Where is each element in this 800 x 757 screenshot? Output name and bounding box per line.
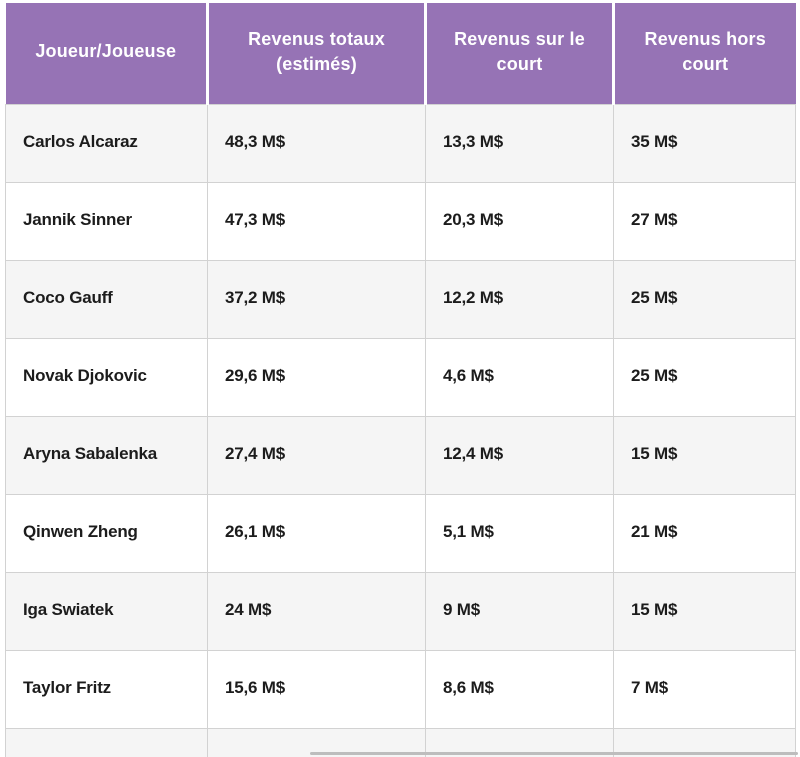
column-header-3: Revenus hors court xyxy=(612,3,796,105)
cell-off-court-revenue: 7 M$ xyxy=(613,650,796,729)
table-header: Joueur/Joueuse Revenus totaux (estimés) Re… xyxy=(5,3,796,105)
table-row: Novak Djokovic 29,6 M$ 4,6 M$ 25 M$ xyxy=(5,338,796,417)
cell-on-court-revenue: 12,4 M$ xyxy=(425,416,614,495)
table-row: Aryna Sabalenka 27,4 M$ 12,4 M$ 15 M$ xyxy=(5,416,796,495)
table-row: Taylor Fritz 15,6 M$ 8,6 M$ 7 M$ xyxy=(5,650,796,729)
cell-on-court-revenue: 9 M$ xyxy=(425,572,614,651)
cell-on-court-revenue: 5,1 M$ xyxy=(425,494,614,573)
column-header-1: Revenus totaux (estimés) xyxy=(206,3,426,105)
cell-total-revenue: 26,1 M$ xyxy=(207,494,426,573)
cell-player: Iga Swiatek xyxy=(5,572,208,651)
cell-total-revenue: 27,4 M$ xyxy=(207,416,426,495)
cell-on-court-revenue: 20,3 M$ xyxy=(425,182,614,261)
column-header-0: Joueur/Joueuse xyxy=(5,3,208,105)
cell-player: Carlos Alcaraz xyxy=(5,104,208,183)
cell-total-revenue: 29,6 M$ xyxy=(207,338,426,417)
cell-off-court-revenue: 21 M$ xyxy=(613,494,796,573)
cell-total-revenue: 47,3 M$ xyxy=(207,182,426,261)
table-row: Qinwen Zheng 26,1 M$ 5,1 M$ 21 M$ xyxy=(5,494,796,573)
column-header-2: Revenus sur le court xyxy=(424,3,614,105)
table-row: Carlos Alcaraz 48,3 M$ 13,3 M$ 35 M$ xyxy=(5,104,796,183)
cell-total-revenue: 24 M$ xyxy=(207,572,426,651)
cell-total-revenue: 37,2 M$ xyxy=(207,260,426,339)
cell-off-court-revenue: 25 M$ xyxy=(613,338,796,417)
cell-player: Frances Tiafoe xyxy=(5,728,208,757)
cell-on-court-revenue: 4,6 M$ xyxy=(425,338,614,417)
horizontal-scrollbar-thumb[interactable] xyxy=(310,752,798,755)
cell-player: Taylor Fritz xyxy=(5,650,208,729)
cell-on-court-revenue: 8,6 M$ xyxy=(425,650,614,729)
cell-player: Jannik Sinner xyxy=(5,182,208,261)
cell-off-court-revenue: 27 M$ xyxy=(613,182,796,261)
cell-off-court-revenue: 15 M$ xyxy=(613,572,796,651)
cell-off-court-revenue: 35 M$ xyxy=(613,104,796,183)
revenue-table: Joueur/Joueuse Revenus totaux (estimés) Re… xyxy=(5,3,796,757)
table-row: Coco Gauff 37,2 M$ 12,2 M$ 25 M$ xyxy=(5,260,796,339)
cell-player: Coco Gauff xyxy=(5,260,208,339)
cell-total-revenue: 48,3 M$ xyxy=(207,104,426,183)
table-body: Carlos Alcaraz 48,3 M$ 13,3 M$ 35 M$ Jannik … xyxy=(5,104,796,757)
cell-on-court-revenue: 13,3 M$ xyxy=(425,104,614,183)
table-row: Iga Swiatek 24 M$ 9 M$ 15 M$ xyxy=(5,572,796,651)
cell-off-court-revenue: 25 M$ xyxy=(613,260,796,339)
cell-on-court-revenue: 12,2 M$ xyxy=(425,260,614,339)
table-row: Jannik Sinner 47,3 M$ 20,3 M$ 27 M$ xyxy=(5,182,796,261)
header-row: Joueur/Joueuse Revenus totaux (estimés) Re… xyxy=(5,3,796,105)
cell-player: Novak Djokovic xyxy=(5,338,208,417)
cell-player: Qinwen Zheng xyxy=(5,494,208,573)
cell-off-court-revenue: 15 M$ xyxy=(613,416,796,495)
cell-player: Aryna Sabalenka xyxy=(5,416,208,495)
cell-total-revenue: 15,6 M$ xyxy=(207,650,426,729)
